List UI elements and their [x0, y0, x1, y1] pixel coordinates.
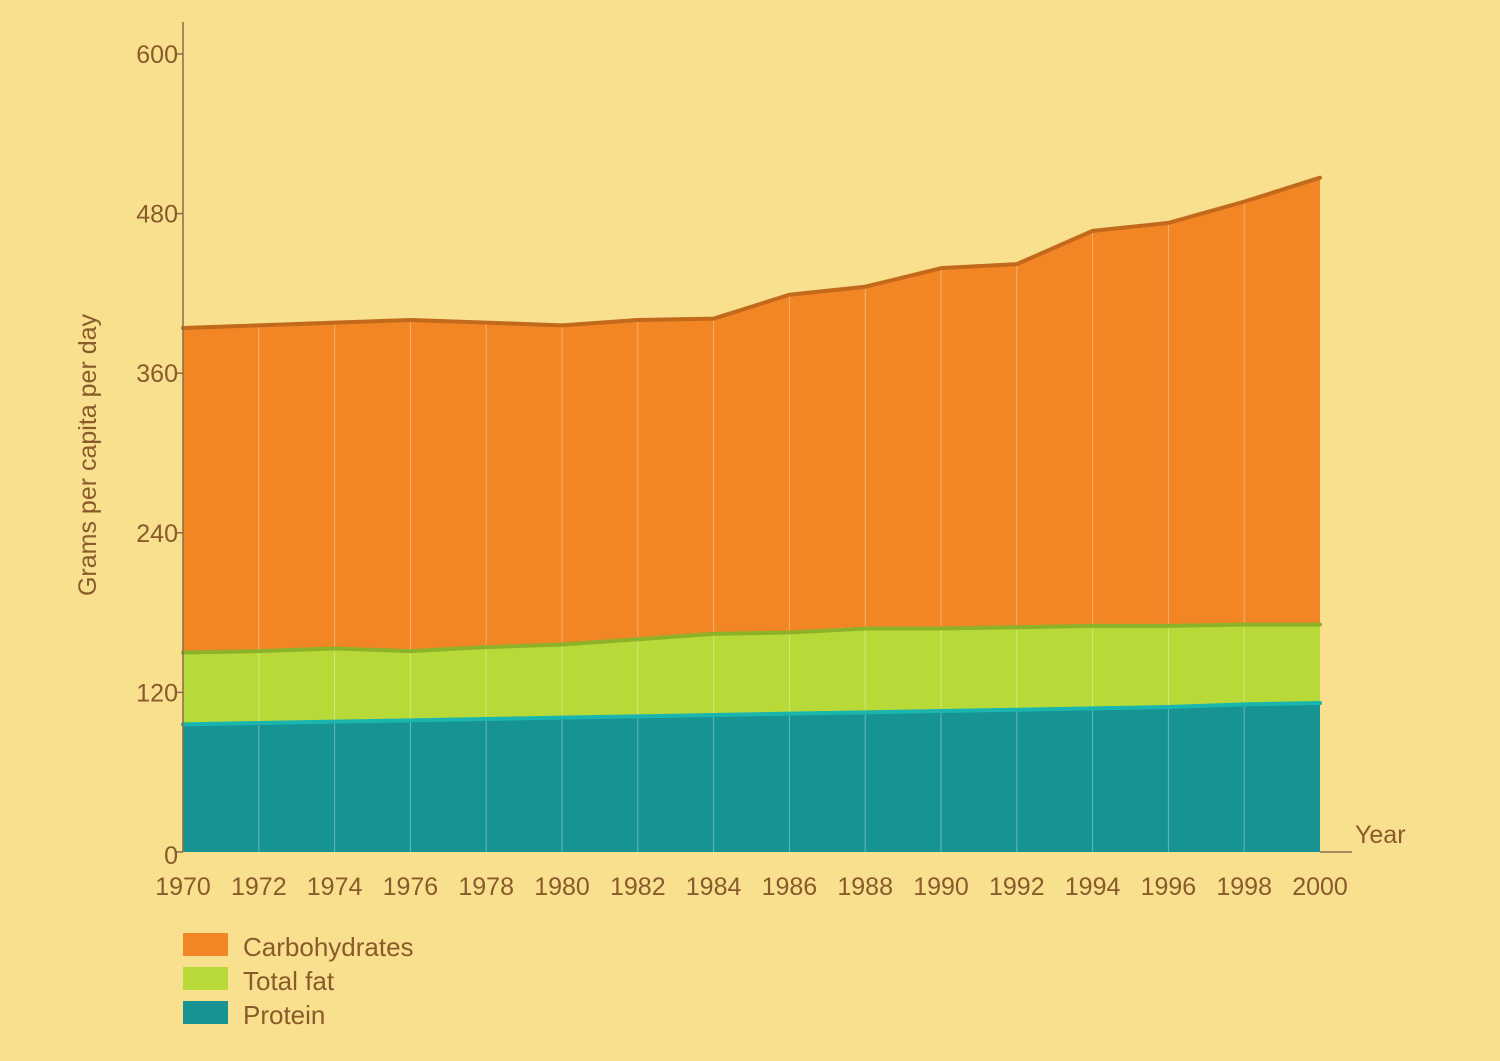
y-axis-ticks: 0 120 240 360 480 600: [136, 41, 183, 870]
area-protein: [183, 703, 1320, 852]
y-tick-label: 120: [136, 679, 178, 707]
line-carbohydrates: [181, 175, 1322, 330]
x-axis-title: Year: [1355, 821, 1406, 849]
x-tick-label: 1982: [610, 873, 666, 901]
legend-swatch-carbohydrates: [183, 933, 228, 956]
series-lines: [181, 175, 1322, 727]
x-tick-label: 2000: [1292, 873, 1348, 901]
x-tick-label: 1974: [307, 873, 363, 901]
x-tick-label: 1976: [383, 873, 439, 901]
line-protein: [181, 701, 1322, 727]
x-tick-label: 1990: [913, 873, 969, 901]
area-carbohydrates: [183, 177, 1320, 653]
legend-label-carbohydrates: Carbohydrates: [243, 932, 414, 962]
x-tick-label: 1988: [837, 873, 893, 901]
legend-swatch-protein: [183, 1001, 228, 1024]
x-tick-label: 1994: [1065, 873, 1121, 901]
x-tick-label: 1980: [534, 873, 590, 901]
legend: Carbohydrates Total fat Protein: [183, 932, 414, 1030]
x-tick-label: 1984: [686, 873, 742, 901]
y-tick-label: 240: [136, 520, 178, 548]
x-tick-label: 1978: [458, 873, 514, 901]
x-axis-ticks: 1970 1972 1974 1976 1978 1980 1982 1984 1986 1988…: [155, 873, 1348, 901]
x-tick-label: 1998: [1216, 873, 1272, 901]
x-tick-label: 1992: [989, 873, 1045, 901]
y-axis-title: Grams per capita per day: [74, 313, 102, 596]
x-tick-label: 1970: [155, 873, 211, 901]
x-tick-label: 1972: [231, 873, 287, 901]
vertical-year-lines: [258, 201, 1245, 852]
legend-label-protein: Protein: [243, 1000, 325, 1030]
legend-swatch-total-fat: [183, 967, 228, 990]
x-tick-label: 1986: [762, 873, 818, 901]
y-tick-label: 480: [136, 201, 178, 229]
y-tick-label: 0: [164, 842, 178, 870]
y-tick-label: 600: [136, 41, 178, 69]
area-layers: [183, 177, 1320, 852]
y-tick-label: 360: [136, 360, 178, 388]
x-tick-label: 1996: [1141, 873, 1197, 901]
axes: Year Grams per capita per day: [74, 22, 1406, 853]
line-total-fat: [181, 622, 1322, 655]
legend-label-total-fat: Total fat: [243, 966, 335, 996]
